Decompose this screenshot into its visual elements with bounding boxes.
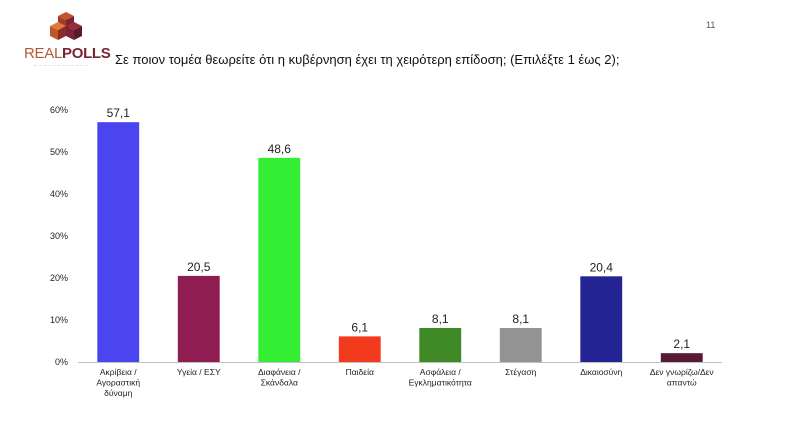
x-category-label: Δεν γνωρίζω/Δεν bbox=[650, 367, 714, 377]
logo-tagline: — — — — — — — — — — — — bbox=[34, 63, 89, 67]
realpolls-logo: REALPOLLS — — — — — — — — — — — — bbox=[24, 12, 111, 68]
bar-value-label: 8,1 bbox=[512, 312, 529, 326]
logo-wordmark: REALPOLLS bbox=[24, 46, 111, 62]
logo-polls-text: POLLS bbox=[62, 45, 111, 62]
bar-value-label: 20,4 bbox=[590, 260, 614, 274]
y-tick-label: 50% bbox=[50, 147, 68, 157]
logo-real-text: REAL bbox=[24, 45, 62, 62]
bar-value-label: 57,1 bbox=[107, 106, 131, 120]
bar bbox=[499, 327, 542, 362]
bar bbox=[97, 122, 140, 363]
y-tick-label: 20% bbox=[50, 273, 68, 283]
x-category-label: απαντώ bbox=[667, 378, 697, 388]
x-category-label: Ακρίβεια / bbox=[100, 367, 137, 377]
x-category-label: δύναμη bbox=[104, 388, 132, 398]
y-tick-label: 40% bbox=[50, 189, 68, 199]
x-category-label: Δικαιοσύνη bbox=[580, 367, 622, 377]
bar bbox=[338, 336, 381, 362]
y-tick-label: 10% bbox=[50, 315, 68, 325]
x-category-label: Αγοραστική bbox=[96, 378, 140, 388]
bar bbox=[580, 276, 623, 362]
survey-question: Σε ποιον τομέα θεωρείτε ότι η κυβέρνηση … bbox=[115, 52, 620, 67]
bar bbox=[419, 327, 462, 362]
bar bbox=[660, 353, 703, 362]
x-category-label: Υγεία / ΕΣΥ bbox=[177, 367, 221, 377]
x-category-label: Εγκληματικότητα bbox=[409, 378, 472, 388]
page-number: 11 bbox=[706, 20, 716, 30]
y-tick-label: 0% bbox=[55, 357, 68, 367]
x-category-label: Διαφάνεια / bbox=[258, 367, 301, 377]
bar-value-label: 48,6 bbox=[268, 142, 292, 156]
bar bbox=[177, 275, 220, 362]
bar-value-label: 6,1 bbox=[351, 320, 368, 334]
bar bbox=[258, 157, 301, 362]
bar-value-label: 8,1 bbox=[432, 312, 449, 326]
x-category-label: Στέγαση bbox=[505, 367, 536, 377]
x-category-label: Παιδεία bbox=[346, 367, 374, 377]
y-tick-label: 60% bbox=[50, 105, 68, 115]
y-tick-label: 30% bbox=[50, 231, 68, 241]
bar-value-label: 2,1 bbox=[673, 337, 690, 351]
x-category-label: Ασφάλεια / bbox=[420, 367, 462, 377]
logo-cube-icon bbox=[50, 12, 82, 40]
x-category-label: Σκάνδαλα bbox=[261, 378, 298, 388]
bar-value-label: 20,5 bbox=[187, 260, 211, 274]
